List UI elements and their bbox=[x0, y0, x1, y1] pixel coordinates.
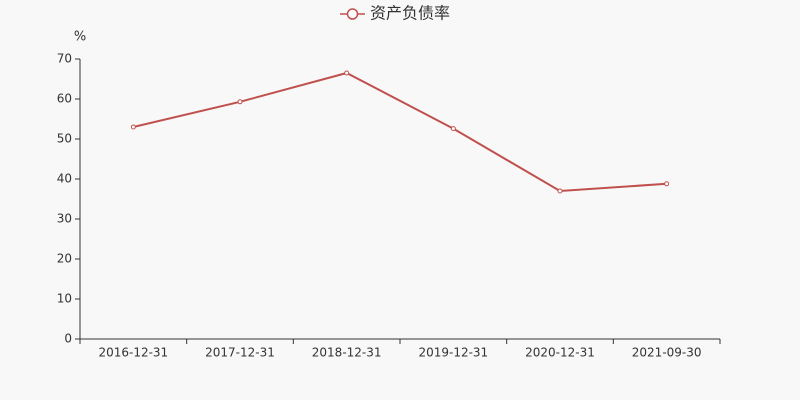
point bbox=[664, 181, 670, 187]
point bbox=[557, 188, 563, 194]
point bbox=[130, 124, 136, 130]
x-tick-label: 2018-12-31 bbox=[312, 346, 382, 360]
y-tick-label: 20 bbox=[57, 252, 72, 266]
point bbox=[450, 126, 456, 132]
x-tick-label: 2017-12-31 bbox=[205, 346, 275, 360]
y-tick-label: 10 bbox=[57, 292, 72, 306]
x-tick-label: 2016-12-31 bbox=[98, 346, 168, 360]
x-tick-label: 2020-12-31 bbox=[525, 346, 595, 360]
x-tick-label: 2019-12-31 bbox=[418, 346, 488, 360]
x-tick-label: 2021-09-30 bbox=[632, 346, 702, 360]
y-axis-label: % bbox=[74, 30, 86, 45]
legend-marker bbox=[346, 8, 359, 20]
y-tick-label: 50 bbox=[57, 132, 72, 146]
legend-label: 资产负债率 bbox=[370, 4, 450, 23]
line bbox=[133, 71, 667, 193]
y-tick-label: 30 bbox=[57, 212, 72, 226]
point bbox=[344, 70, 350, 76]
y-tick-label: 0 bbox=[64, 332, 72, 346]
y-tick-label: 60 bbox=[57, 92, 72, 106]
y-tick-label: 70 bbox=[57, 52, 72, 66]
y-tick-label: 40 bbox=[57, 172, 72, 186]
point bbox=[237, 99, 243, 105]
